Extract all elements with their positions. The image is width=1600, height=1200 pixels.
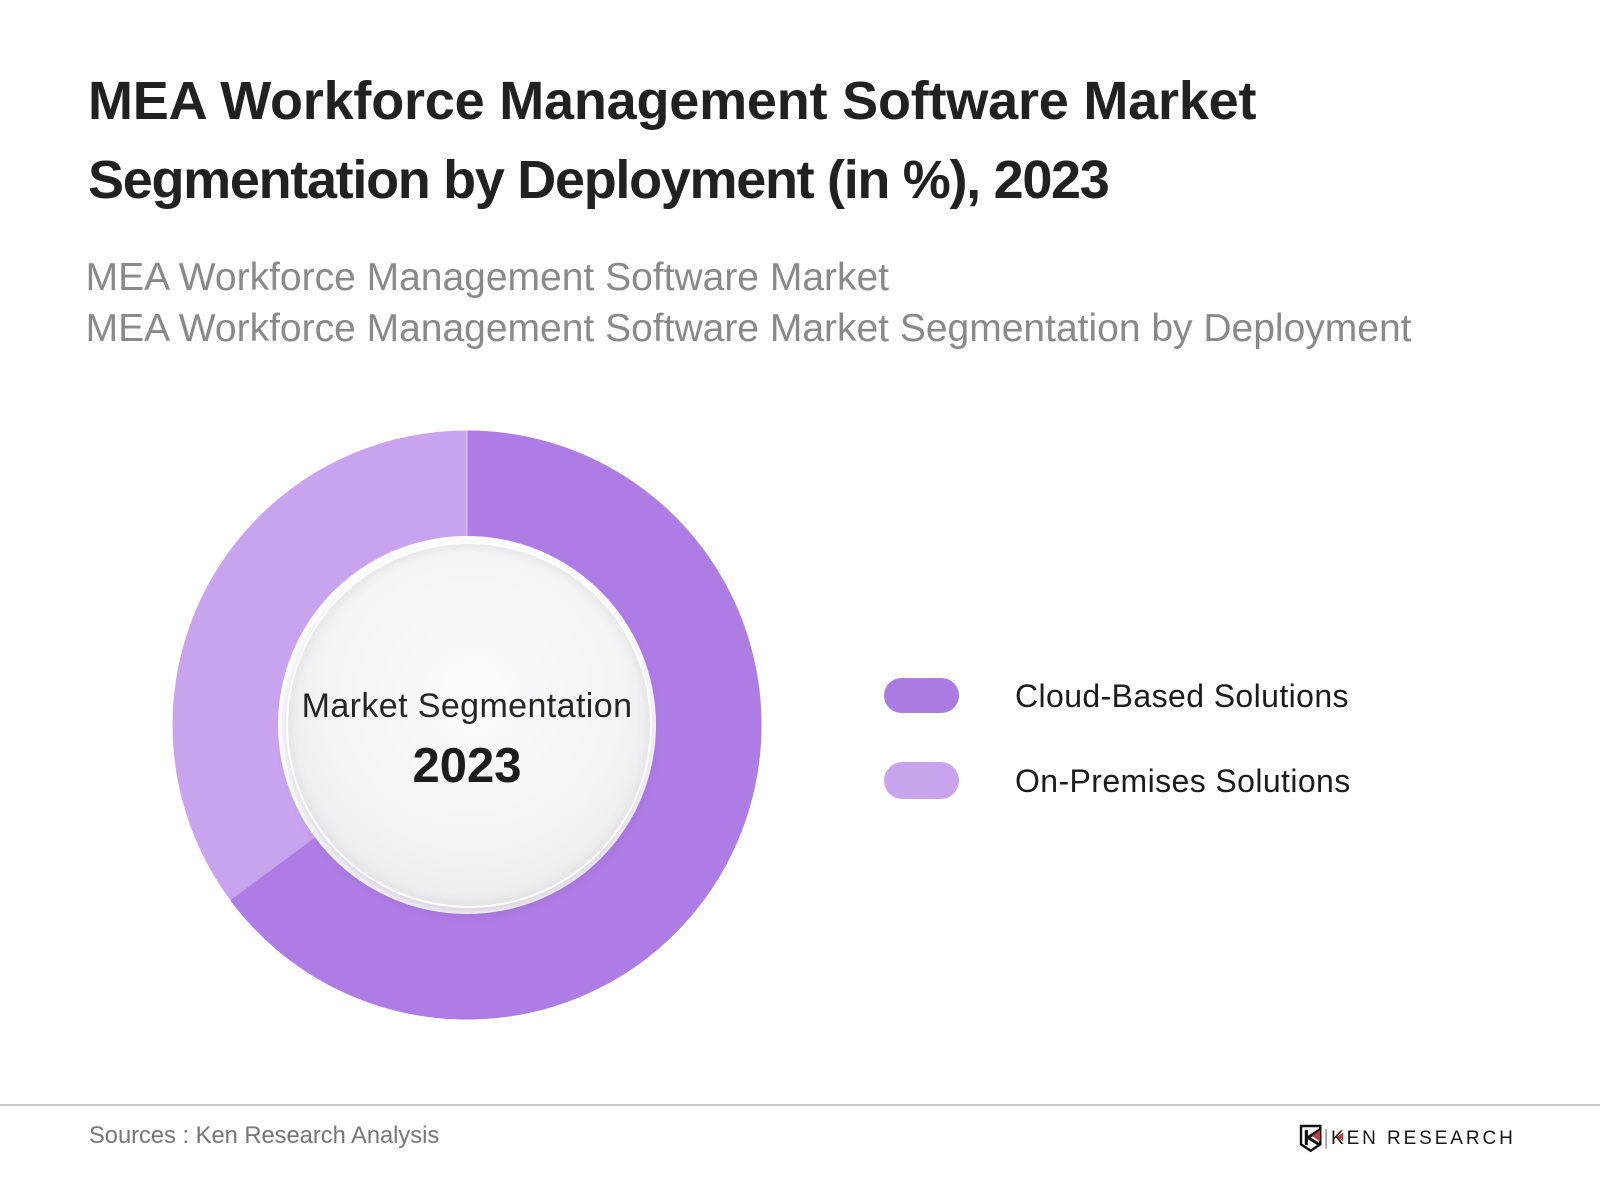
svg-text:KEN RESEARCH: KEN RESEARCH [1331, 1128, 1516, 1149]
